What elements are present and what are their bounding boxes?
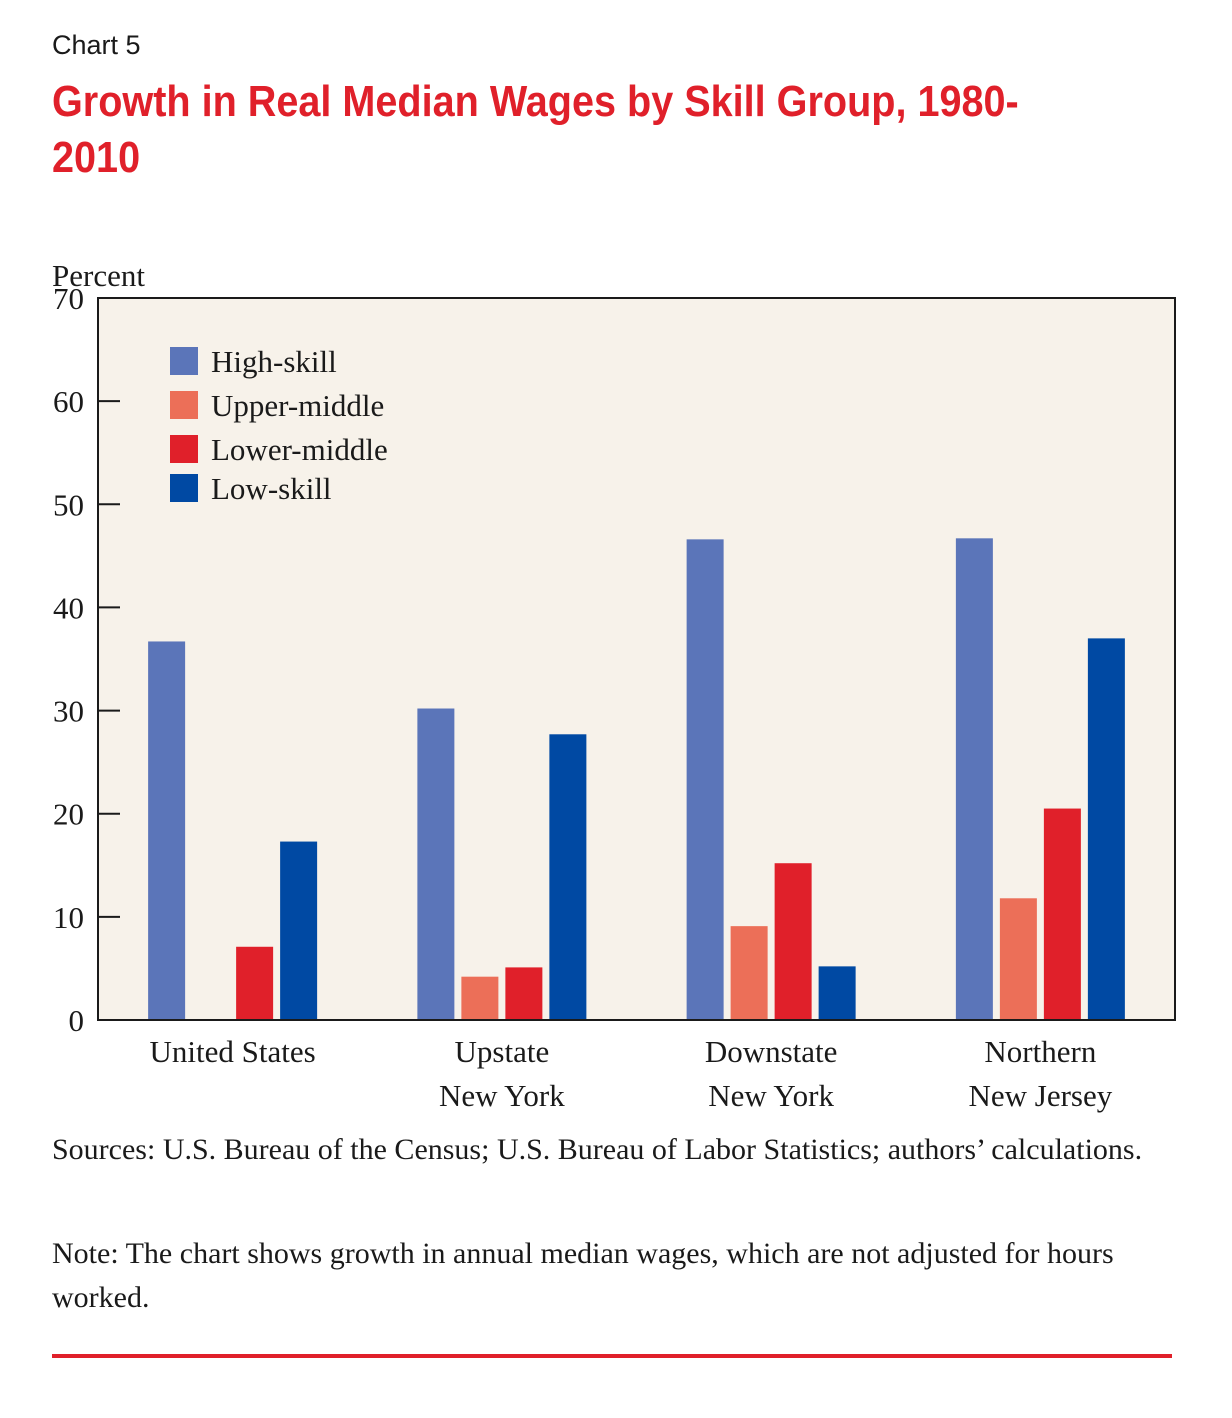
x-tick-label: New York [708,1078,834,1113]
legend-swatch [170,347,198,375]
bar-low-skill [1087,638,1125,1020]
x-tick-label: New Jersey [968,1078,1112,1113]
bar-high-skill [148,641,186,1020]
footnote: Note: The chart shows growth in annual m… [52,1237,1114,1314]
bar-low-skill [818,966,856,1020]
x-tick-label: Northern [984,1034,1096,1069]
plot-frame [97,297,1176,1021]
bar-high-skill [955,538,993,1020]
bar-high-skill [686,539,724,1020]
y-tick-label: 20 [53,797,84,832]
y-tick-label: 10 [53,900,84,935]
x-tick-label: Downstate [705,1034,838,1069]
legend-label: Low-skill [211,471,332,506]
bar-low-skill [280,841,318,1020]
y-tick-label: 60 [53,384,84,419]
bottom-divider [52,1354,1172,1358]
y-tick-label: 50 [53,487,84,522]
bar-upper-middle [730,926,768,1020]
plot-area [98,298,1175,1020]
bar-lower-middle [1043,808,1081,1020]
y-tick-label: 40 [53,590,84,625]
bars [148,538,1125,1020]
legend: High-skill Upper-middle Lower-middle Low-sk… [170,344,388,506]
y-tick-label: 30 [53,694,84,729]
legend-label: High-skill [211,344,337,379]
bar-lower-middle [774,863,812,1020]
sources-note: Sources: U.S. Bureau of the Census; U.S.… [52,1133,1143,1166]
x-tick-label: New York [439,1078,565,1113]
legend-swatch [170,474,198,502]
y-axis-label: Percent [52,258,145,293]
legend-label: Lower-middle [211,432,388,467]
bar-upper-middle [999,898,1037,1020]
y-tick-label: 70 [53,281,84,316]
legend-swatch [170,391,198,419]
bar-high-skill [417,708,455,1020]
bar-upper-middle [461,976,499,1020]
y-axis-ticks: 0 10 20 30 40 50 60 70 [53,281,120,1038]
chart-title: Growth in Real Median Wages by Skill Gro… [52,77,1019,182]
bar-lower-middle [505,967,543,1020]
x-tick-label: United States [150,1034,316,1069]
legend-swatch [170,435,198,463]
y-tick-label: 0 [69,1003,85,1038]
bar-lower-middle [236,946,274,1020]
legend-label: Upper-middle [211,388,384,423]
bar-chart: Percent 0 10 20 30 40 50 60 70 United States Ups… [52,258,1176,1113]
x-tick-label: Upstate [455,1034,550,1069]
chart-number-label: Chart 5 [52,30,141,60]
x-axis-labels: United States Upstate New York Downstate New… [150,1034,1113,1113]
bar-low-skill [549,734,587,1020]
